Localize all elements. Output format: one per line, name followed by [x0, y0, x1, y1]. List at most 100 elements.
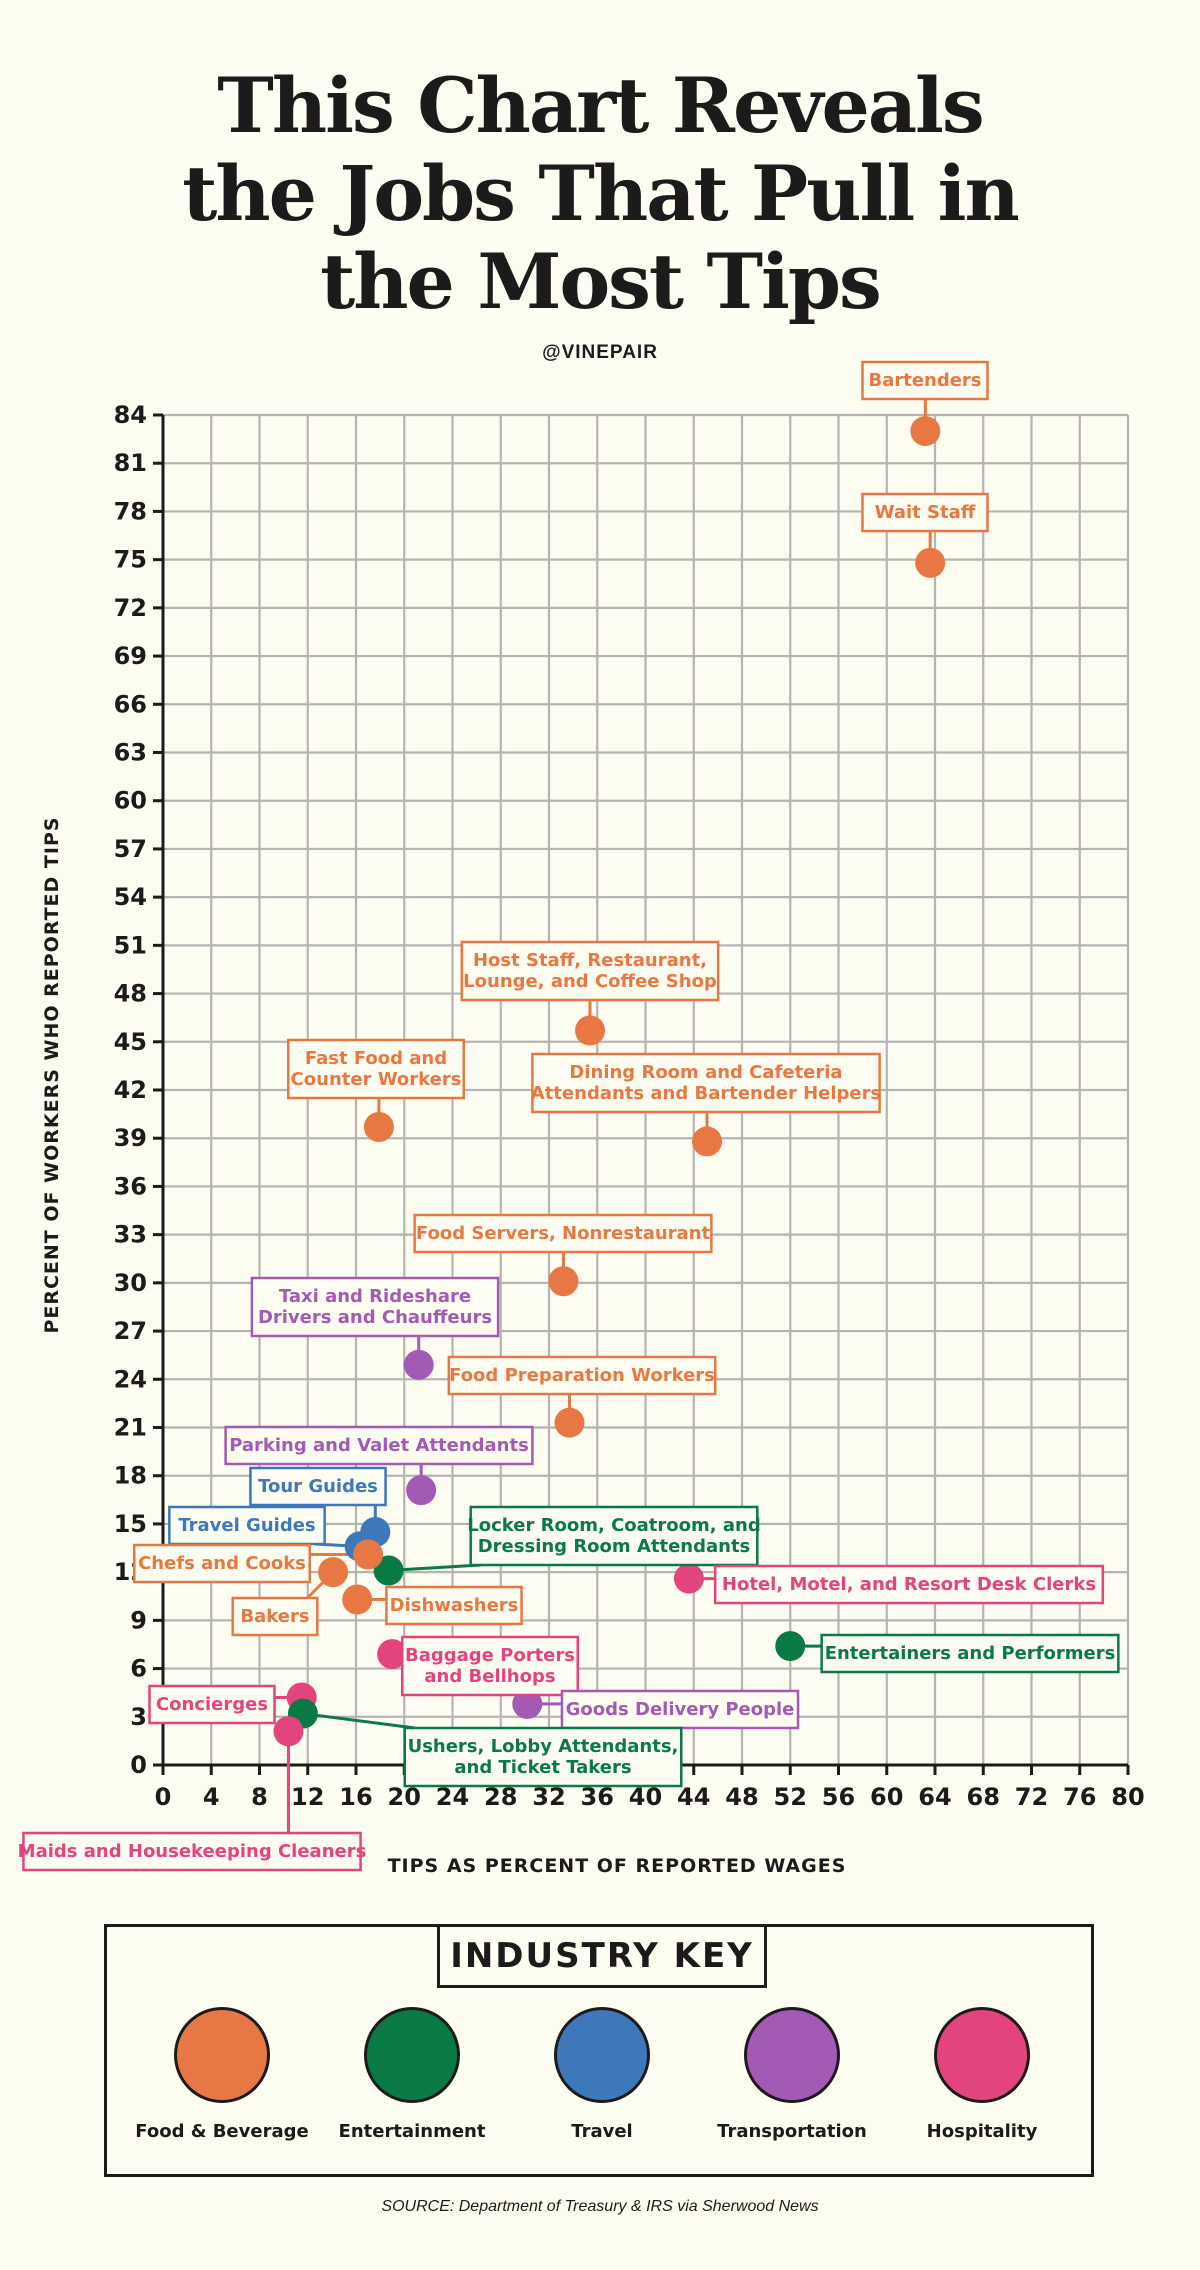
title-line-3: the Most Tips	[320, 237, 882, 326]
data-point	[512, 1688, 543, 1719]
y-tick-label: 0	[130, 1751, 147, 1779]
y-tick-label: 66	[114, 690, 147, 718]
y-tick-label: 75	[114, 546, 147, 574]
y-tick-label: 27	[114, 1317, 147, 1345]
legend-swatch	[934, 2007, 1030, 2103]
callout-box	[224, 1425, 534, 1466]
callout-box	[403, 1726, 683, 1788]
data-point	[353, 1539, 384, 1570]
callout-box	[447, 1355, 717, 1396]
legend-item-entertainment: Entertainment	[317, 2007, 507, 2142]
point-label: Bartenders	[868, 370, 981, 391]
x-tick-label: 32	[532, 1783, 565, 1811]
point-label: Entertainers and Performers	[825, 1643, 1116, 1664]
callout-box	[460, 940, 720, 1002]
point-callout: Dishwashers	[385, 1585, 523, 1626]
scatter-chart: 0 4 8 12 16 20 24 28 32 36 40 44 48 52 56 60 64 68 72 76 800…	[18, 360, 1145, 1877]
chart-title: This Chart Reveals the Jobs That Pull in…	[0, 62, 1200, 326]
point-callout: Tour Guides	[249, 1466, 387, 1507]
data-point	[673, 1563, 704, 1594]
callout-box	[231, 1596, 319, 1637]
data-point	[554, 1407, 585, 1438]
callout-box	[249, 1466, 387, 1507]
data-point	[373, 1555, 404, 1586]
callout-box	[531, 1052, 881, 1114]
y-tick-label: 69	[114, 642, 147, 670]
legend-label: Transportation	[717, 2121, 867, 2142]
point-label: Food Preparation Workers	[449, 1365, 715, 1386]
point-callout: Parking and Valet Attendants	[224, 1425, 534, 1466]
x-tick-label: 64	[918, 1783, 951, 1811]
point-label: and Ticket Takers	[454, 1757, 631, 1778]
callout-box	[861, 492, 989, 533]
x-tick-label: 24	[436, 1783, 469, 1811]
legend-label: Entertainment	[338, 2121, 486, 2142]
y-tick-label: 72	[114, 594, 147, 622]
data-point	[406, 1475, 437, 1506]
point-label: Chefs and Cooks	[138, 1553, 306, 1574]
y-tick-label: 30	[114, 1269, 147, 1297]
x-tick-label: 4	[203, 1783, 220, 1811]
y-tick-label: 18	[114, 1462, 147, 1490]
x-tick-label: 20	[388, 1783, 421, 1811]
x-tick-label: 40	[629, 1783, 662, 1811]
data-point	[342, 1584, 373, 1615]
point-label: Bakers	[240, 1606, 309, 1627]
handle-credit: @VINEPAIR	[542, 342, 658, 363]
y-tick-label: 24	[114, 1365, 147, 1393]
callout-box	[401, 1635, 579, 1697]
y-tick-label: 54	[114, 883, 147, 911]
point-callout: Hotel, Motel, and Resort Desk Clerks	[713, 1564, 1105, 1605]
legend-label: Food & Beverage	[135, 2121, 309, 2142]
point-labels: Bartenders Wait Staff Host Staff, Restaura…	[18, 360, 1120, 1872]
point-label: Dining Room and Cafeteria	[569, 1062, 842, 1083]
callout-box	[713, 1564, 1105, 1605]
callout-box	[820, 1633, 1120, 1674]
x-tick-label: 76	[1063, 1783, 1096, 1811]
point-callout: Bartenders	[861, 360, 989, 401]
data-point	[775, 1631, 806, 1662]
x-tick-label: 60	[870, 1783, 903, 1811]
callout-box	[148, 1684, 276, 1725]
legend-item-food-beverage: Food & Beverage	[127, 2007, 317, 2142]
x-tick-label: 44	[677, 1783, 710, 1811]
callout-box	[250, 1276, 500, 1338]
y-tick-label: 81	[114, 449, 147, 477]
callout-box	[22, 1831, 362, 1872]
point-label: Attendants and Bartender Helpers	[531, 1083, 881, 1104]
point-label: Taxi and Rideshare	[279, 1286, 471, 1307]
data-point	[915, 547, 946, 578]
y-tick-label: 63	[114, 739, 147, 767]
point-label: Concierges	[156, 1694, 268, 1715]
x-tick-label: 56	[822, 1783, 855, 1811]
point-label: Wait Staff	[875, 502, 976, 523]
point-label: Counter Workers	[291, 1069, 462, 1090]
industry-key: INDUSTRY KEY Food & Beverage Entertainme…	[104, 1924, 1094, 2177]
y-tick-label: 33	[114, 1221, 147, 1249]
point-label: Goods Delivery People	[566, 1699, 795, 1720]
callout-box	[469, 1505, 759, 1567]
callout-box	[133, 1543, 311, 1584]
point-callout: Host Staff, Restaurant,Lounge, and Coffe…	[460, 940, 720, 1002]
point-label: Dressing Room Attendants	[478, 1536, 751, 1557]
point-label: Lounge, and Coffee Shop	[463, 971, 717, 992]
title-line-1: This Chart Reveals	[217, 61, 984, 150]
point-callout: Travel Guides	[168, 1505, 326, 1546]
x-tick-label: 68	[967, 1783, 1000, 1811]
point-label: Locker Room, Coatroom, and	[467, 1515, 760, 1536]
x-tick-label: 36	[581, 1783, 614, 1811]
y-tick-label: 15	[114, 1510, 147, 1538]
y-tick-label: 3	[130, 1703, 147, 1731]
legend-swatch	[174, 2007, 270, 2103]
x-tick-label: 72	[1015, 1783, 1048, 1811]
point-label: Drivers and Chauffeurs	[258, 1307, 492, 1328]
data-point	[363, 1111, 394, 1142]
legend-swatch	[744, 2007, 840, 2103]
y-tick-label: 39	[114, 1124, 147, 1152]
y-tick-label: 36	[114, 1172, 147, 1200]
source-note: SOURCE: Department of Treasury & IRS via…	[381, 2198, 819, 2215]
point-callout: Chefs and Cooks	[133, 1543, 311, 1584]
x-tick-label: 12	[291, 1783, 324, 1811]
